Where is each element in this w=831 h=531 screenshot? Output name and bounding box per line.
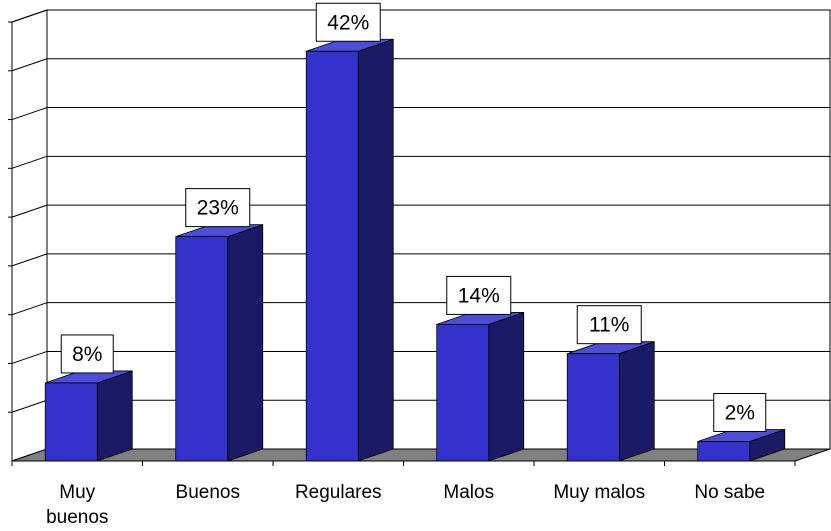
data-label: 8% xyxy=(60,334,114,374)
category-label-line: buenos xyxy=(46,507,108,528)
bar xyxy=(175,236,229,462)
bar-malos xyxy=(436,311,525,462)
category-label: Malos xyxy=(443,482,494,503)
data-label-box xyxy=(576,305,642,345)
category-labels: Muy buenos Buenos Regulares Malos Muy malos No… xyxy=(46,482,765,528)
category-label: Muy malos xyxy=(553,482,645,503)
bar-side xyxy=(227,224,264,462)
data-label-text: 8% xyxy=(72,343,102,366)
data-label: 14% xyxy=(446,275,512,315)
category-label-line: No sabe xyxy=(694,482,765,503)
gridline-side xyxy=(11,58,48,72)
category-label: Muy buenos xyxy=(46,482,108,528)
gridline-side xyxy=(11,302,48,316)
category-label: Buenos xyxy=(176,482,240,503)
data-label: 2% xyxy=(713,392,767,432)
bar-side xyxy=(488,311,525,462)
bars xyxy=(44,38,786,462)
bar xyxy=(305,50,359,462)
bar-muy-buenos xyxy=(44,370,133,462)
bar xyxy=(436,324,490,462)
gridline-side xyxy=(11,204,48,218)
gridline-side xyxy=(11,9,48,23)
bar xyxy=(697,441,751,462)
category-label-line: Buenos xyxy=(176,482,240,503)
data-label-text: 42% xyxy=(327,11,369,34)
bar-muy-malos xyxy=(566,341,655,462)
data-label-text: 14% xyxy=(458,284,500,307)
bar-regulares xyxy=(305,38,394,462)
data-label-box xyxy=(315,2,381,42)
gridline-side xyxy=(11,350,48,364)
data-label: 42% xyxy=(315,2,381,42)
data-labels: 8% 23% 42% 14% 11% 2% xyxy=(60,2,767,432)
category-label-line: Muy xyxy=(59,482,95,503)
data-label-box xyxy=(446,275,512,315)
bar-buenos xyxy=(175,224,264,462)
bar-no-sabe xyxy=(697,428,786,462)
gridline-side xyxy=(11,399,48,413)
gridline-side xyxy=(11,107,48,121)
data-label: 11% xyxy=(576,305,642,345)
bar xyxy=(566,353,620,462)
category-label-line: Regulares xyxy=(295,482,382,503)
data-label-text: 11% xyxy=(589,314,629,337)
category-label: No sabe xyxy=(694,482,765,503)
bar-side xyxy=(357,38,394,462)
category-label: Regulares xyxy=(295,482,382,503)
gridline-side xyxy=(11,155,48,169)
data-label-box xyxy=(185,188,251,228)
data-label-box xyxy=(713,392,767,432)
bar-side xyxy=(96,370,133,462)
category-label-line: Malos xyxy=(443,482,494,503)
category-label-line: Muy malos xyxy=(553,482,645,503)
data-label-text: 23% xyxy=(197,197,239,220)
data-label: 23% xyxy=(185,188,251,228)
gridline-side xyxy=(11,253,48,267)
bar-side xyxy=(618,341,655,462)
data-label-text: 2% xyxy=(725,401,755,424)
side-wall xyxy=(11,9,48,462)
data-label-box xyxy=(60,334,114,374)
bar xyxy=(44,382,98,462)
